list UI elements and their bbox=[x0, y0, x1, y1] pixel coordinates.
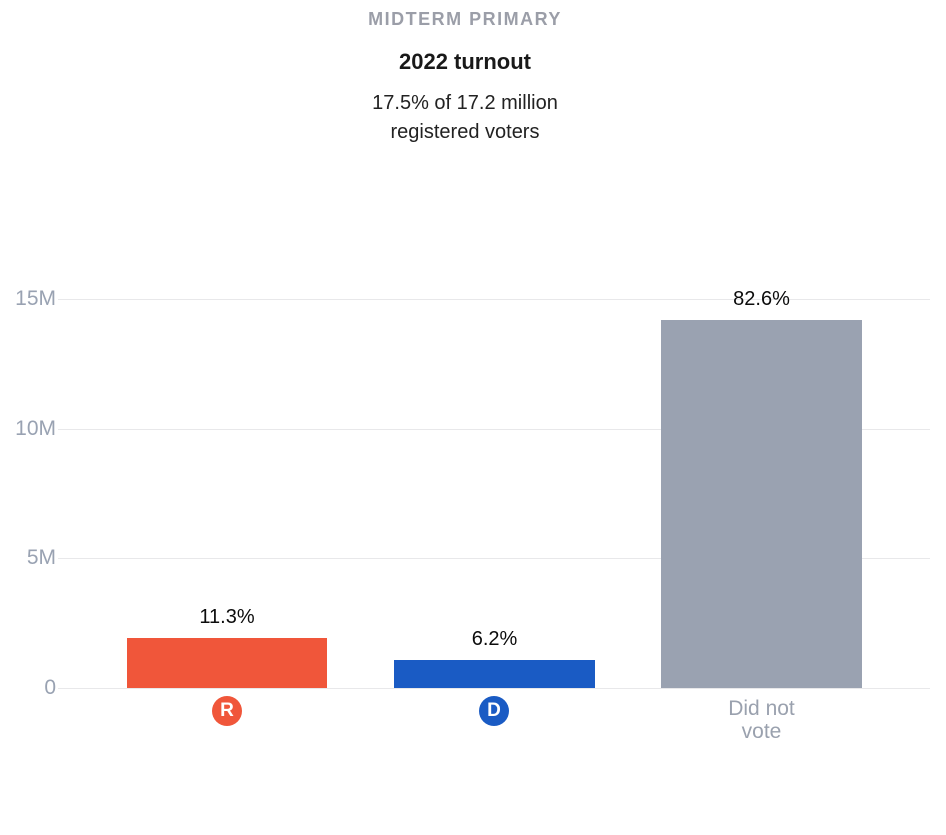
bar-did-not-vote bbox=[661, 320, 862, 688]
gridline-15m bbox=[58, 299, 930, 300]
ytick-5m: 5M bbox=[26, 546, 56, 569]
chart-kicker: MIDTERM PRIMARY bbox=[368, 9, 562, 29]
chart-title: 2022 turnout bbox=[398, 49, 532, 74]
value-label-democrat: 6.2% bbox=[471, 628, 518, 650]
republican-badge-icon: R bbox=[212, 696, 242, 726]
ytick-10m: 10M bbox=[15, 417, 56, 440]
ytick-15m: 15M bbox=[15, 287, 56, 310]
xlabel-did-not-vote: Did not vote bbox=[728, 697, 795, 743]
chart-subtitle: 17.5% of 17.2 million registered voters bbox=[372, 92, 558, 143]
democrat-badge-icon: D bbox=[479, 696, 509, 726]
value-label-did-not-vote: 82.6% bbox=[733, 288, 790, 310]
value-label-republican: 11.3% bbox=[199, 606, 255, 628]
bar-democrat bbox=[394, 660, 595, 688]
ytick-0: 0 bbox=[44, 676, 56, 699]
gridline-0 bbox=[58, 688, 930, 689]
gridline-5m bbox=[58, 558, 930, 559]
bar-republican bbox=[127, 638, 327, 688]
gridline-10m bbox=[58, 429, 930, 430]
chart-header: MIDTERM PRIMARY 2022 turnout 17.5% of 17… bbox=[0, 8, 930, 147]
